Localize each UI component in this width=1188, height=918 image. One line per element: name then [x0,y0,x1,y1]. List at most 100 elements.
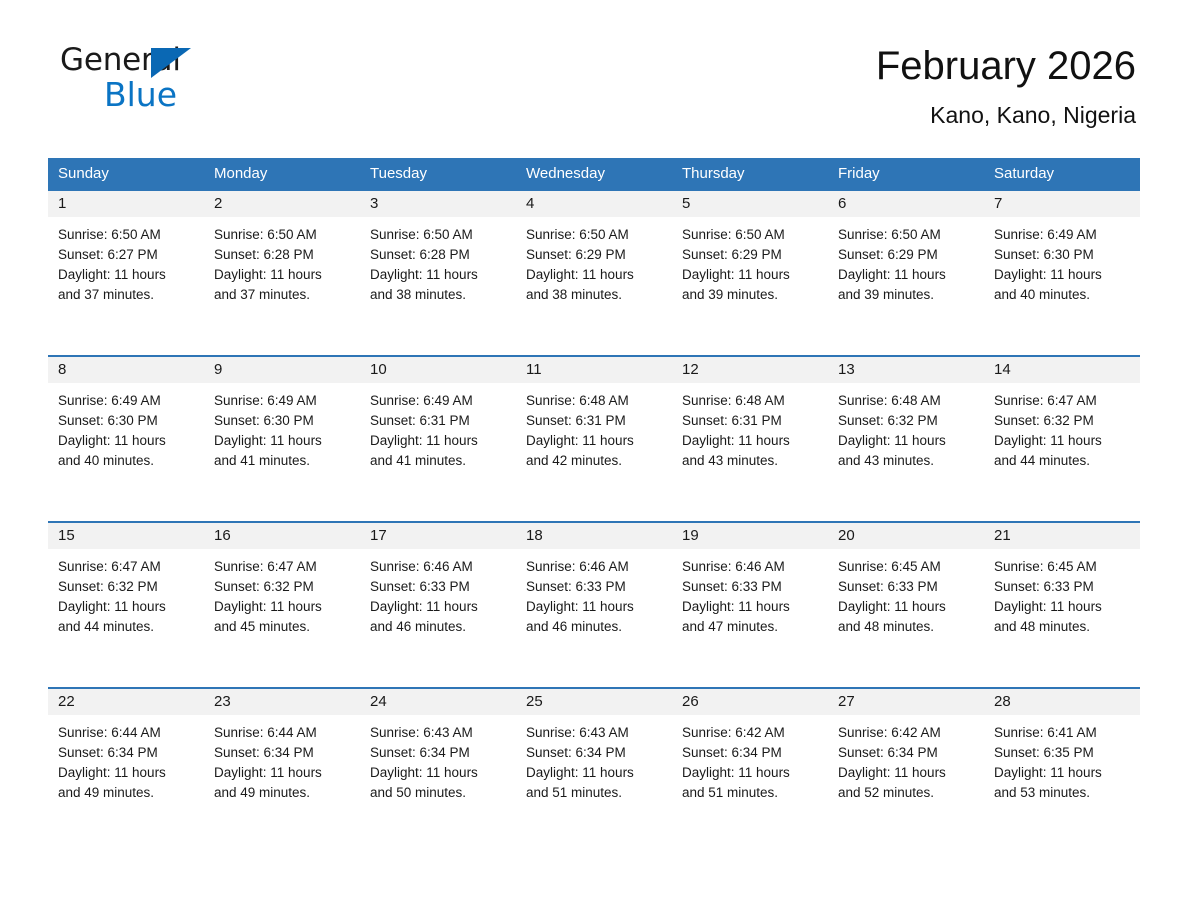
day-number[interactable]: 24 [370,693,387,710]
sunrise-text: Sunrise: 6:50 AM [526,227,629,242]
day-cell[interactable]: Sunrise: 6:49 AM Sunset: 6:30 PM Daylight:… [48,383,204,498]
day-number[interactable]: 22 [58,693,75,710]
day-cell[interactable]: Sunrise: 6:49 AM Sunset: 6:30 PM Daylight:… [204,383,360,498]
day-cell[interactable]: Sunrise: 6:42 AM Sunset: 6:34 PM Daylight:… [828,715,984,830]
day-cell[interactable]: Sunrise: 6:49 AM Sunset: 6:31 PM Daylight:… [360,383,516,498]
daylight-2-text: and 37 minutes. [58,287,155,302]
daylight-2-text: and 39 minutes. [838,287,935,302]
day-number[interactable]: 9 [214,361,223,378]
day-number[interactable]: 20 [838,527,855,544]
day-number[interactable]: 17 [370,527,387,544]
day-number[interactable]: 28 [994,693,1011,710]
daylight-1-text: Daylight: 11 hours [682,433,790,448]
day-cell[interactable]: Sunrise: 6:41 AM Sunset: 6:35 PM Daylight:… [984,715,1140,830]
day-number[interactable]: 27 [838,693,855,710]
day-cell[interactable]: Sunrise: 6:50 AM Sunset: 6:29 PM Daylight:… [672,217,828,332]
daylight-1-text: Daylight: 11 hours [994,433,1102,448]
logo-text-blue: Blue [104,75,178,114]
sunset-text: Sunset: 6:29 PM [526,247,626,262]
weekday-header-thursday: Thursday [682,165,745,182]
day-cell[interactable]: Sunrise: 6:46 AM Sunset: 6:33 PM Daylight:… [360,549,516,664]
day-number[interactable]: 25 [526,693,543,710]
day-number[interactable]: 10 [370,361,387,378]
day-number[interactable]: 2 [214,195,223,212]
day-cell[interactable]: Sunrise: 6:44 AM Sunset: 6:34 PM Daylight:… [204,715,360,830]
daylight-1-text: Daylight: 11 hours [214,599,322,614]
day-number[interactable]: 13 [838,361,855,378]
daylight-1-text: Daylight: 11 hours [682,599,790,614]
daylight-1-text: Daylight: 11 hours [370,433,478,448]
day-cell[interactable]: Sunrise: 6:50 AM Sunset: 6:28 PM Daylight:… [360,217,516,332]
day-cell[interactable]: Sunrise: 6:43 AM Sunset: 6:34 PM Daylight:… [360,715,516,830]
day-number[interactable]: 21 [994,527,1011,544]
sunset-text: Sunset: 6:31 PM [370,413,470,428]
sunrise-text: Sunrise: 6:48 AM [838,393,941,408]
day-number[interactable]: 14 [994,361,1011,378]
sunset-text: Sunset: 6:34 PM [58,745,158,760]
sunset-text: Sunset: 6:31 PM [526,413,626,428]
day-cell[interactable]: Sunrise: 6:48 AM Sunset: 6:31 PM Daylight:… [672,383,828,498]
sunrise-text: Sunrise: 6:45 AM [994,559,1097,574]
daylight-2-text: and 41 minutes. [214,453,311,468]
day-number[interactable]: 3 [370,195,379,212]
day-number[interactable]: 16 [214,527,231,544]
day-number[interactable]: 4 [526,195,535,212]
day-number[interactable]: 23 [214,693,231,710]
daylight-2-text: and 40 minutes. [58,453,155,468]
daylight-1-text: Daylight: 11 hours [214,433,322,448]
weekday-header-row: Sunday Monday Tuesday Wednesday Thursday Frid… [48,158,1140,189]
daylight-1-text: Daylight: 11 hours [214,267,322,282]
daylight-2-text: and 49 minutes. [58,785,155,800]
day-cell[interactable]: Sunrise: 6:50 AM Sunset: 6:27 PM Daylight:… [48,217,204,332]
day-cell[interactable]: Sunrise: 6:45 AM Sunset: 6:33 PM Daylight:… [984,549,1140,664]
day-cell[interactable]: Sunrise: 6:46 AM Sunset: 6:33 PM Daylight:… [672,549,828,664]
day-cell[interactable]: Sunrise: 6:43 AM Sunset: 6:34 PM Daylight:… [516,715,672,830]
sunset-text: Sunset: 6:27 PM [58,247,158,262]
day-cell[interactable]: Sunrise: 6:47 AM Sunset: 6:32 PM Daylight:… [48,549,204,664]
day-number[interactable]: 5 [682,195,691,212]
day-cell[interactable]: Sunrise: 6:49 AM Sunset: 6:30 PM Daylight:… [984,217,1140,332]
weekday-header-monday: Monday [214,165,268,182]
day-cell[interactable]: Sunrise: 6:48 AM Sunset: 6:32 PM Daylight:… [828,383,984,498]
day-cell[interactable]: Sunrise: 6:45 AM Sunset: 6:33 PM Daylight:… [828,549,984,664]
day-number[interactable]: 6 [838,195,847,212]
day-number[interactable]: 7 [994,195,1003,212]
day-cell[interactable]: Sunrise: 6:46 AM Sunset: 6:33 PM Daylight:… [516,549,672,664]
day-cell[interactable]: Sunrise: 6:47 AM Sunset: 6:32 PM Daylight:… [204,549,360,664]
calendar-week-row: 1 2 3 4 5 6 7 Sunrise: 6:50 AM Sunset: 6:27 PM Da… [48,189,1140,332]
day-cell[interactable]: Sunrise: 6:50 AM Sunset: 6:29 PM Daylight:… [516,217,672,332]
sunset-text: Sunset: 6:33 PM [838,579,938,594]
day-cell[interactable]: Sunrise: 6:42 AM Sunset: 6:34 PM Daylight:… [672,715,828,830]
day-cell[interactable]: Sunrise: 6:47 AM Sunset: 6:32 PM Daylight:… [984,383,1140,498]
generalblue-logo[interactable]: General Blue [48,42,248,114]
daylight-2-text: and 43 minutes. [838,453,935,468]
day-cell[interactable]: Sunrise: 6:44 AM Sunset: 6:34 PM Daylight:… [48,715,204,830]
day-number[interactable]: 1 [58,195,67,212]
day-number[interactable]: 15 [58,527,75,544]
day-number[interactable]: 8 [58,361,67,378]
day-cell[interactable]: Sunrise: 6:50 AM Sunset: 6:28 PM Daylight:… [204,217,360,332]
daylight-1-text: Daylight: 11 hours [526,267,634,282]
daylight-2-text: and 51 minutes. [526,785,623,800]
day-number-row: 8 9 10 11 12 13 14 [48,357,1140,383]
sunset-text: Sunset: 6:35 PM [994,745,1094,760]
daylight-2-text: and 45 minutes. [214,619,311,634]
day-number[interactable]: 26 [682,693,699,710]
logo-triangle-icon [151,48,191,78]
day-number[interactable]: 11 [526,361,542,378]
day-detail-row: Sunrise: 6:49 AM Sunset: 6:30 PM Daylight:… [48,383,1140,498]
sunset-text: Sunset: 6:33 PM [994,579,1094,594]
day-number[interactable]: 18 [526,527,543,544]
sunrise-text: Sunrise: 6:41 AM [994,725,1097,740]
daylight-1-text: Daylight: 11 hours [58,267,166,282]
day-number[interactable]: 12 [682,361,699,378]
daylight-2-text: and 44 minutes. [994,453,1091,468]
day-cell[interactable]: Sunrise: 6:48 AM Sunset: 6:31 PM Daylight:… [516,383,672,498]
day-number[interactable]: 19 [682,527,699,544]
page-header: General Blue February 2026 Kano, Kano, N… [48,0,1140,128]
daylight-2-text: and 47 minutes. [682,619,779,634]
day-cell[interactable]: Sunrise: 6:50 AM Sunset: 6:29 PM Daylight:… [828,217,984,332]
sunrise-text: Sunrise: 6:46 AM [682,559,785,574]
daylight-2-text: and 38 minutes. [526,287,623,302]
